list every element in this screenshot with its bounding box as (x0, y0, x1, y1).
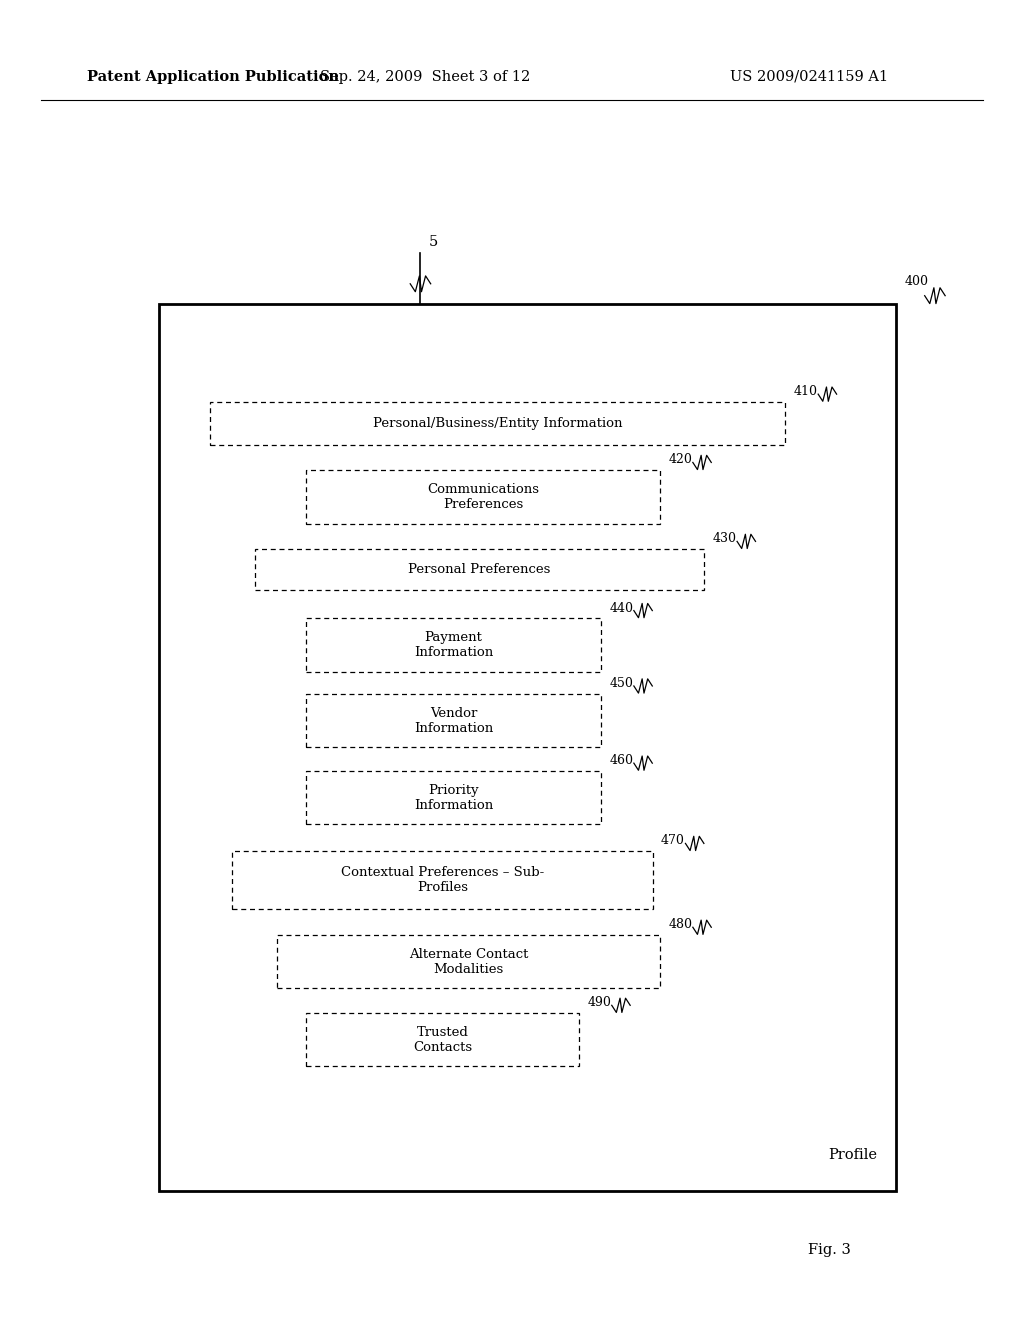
Text: 480: 480 (669, 919, 692, 931)
Bar (159, 304, 896, 1191)
Text: 5: 5 (429, 235, 438, 249)
Text: 470: 470 (660, 834, 685, 847)
Bar (276, 935, 660, 989)
Text: Fig. 3: Fig. 3 (808, 1243, 851, 1257)
Text: US 2009/0241159 A1: US 2009/0241159 A1 (730, 70, 888, 83)
Text: Patent Application Publication: Patent Application Publication (87, 70, 339, 83)
Bar (210, 403, 785, 445)
Text: 440: 440 (609, 602, 633, 615)
Bar (306, 1014, 579, 1067)
Text: Payment
Information: Payment Information (414, 631, 494, 659)
Text: 490: 490 (587, 997, 611, 1010)
Text: 450: 450 (609, 677, 633, 690)
Bar (306, 694, 601, 747)
Bar (232, 851, 652, 909)
Text: 410: 410 (794, 385, 817, 399)
Text: 400: 400 (904, 275, 928, 288)
Bar (306, 771, 601, 824)
Bar (306, 470, 660, 524)
Text: 420: 420 (669, 453, 692, 466)
Text: Personal Preferences: Personal Preferences (409, 564, 551, 577)
Text: Personal/Business/Entity Information: Personal/Business/Entity Information (373, 417, 623, 430)
Bar (306, 619, 601, 672)
Text: Alternate Contact
Modalities: Alternate Contact Modalities (409, 948, 528, 975)
Text: 460: 460 (609, 754, 633, 767)
Text: Profile: Profile (828, 1147, 878, 1162)
Text: 430: 430 (713, 532, 736, 545)
Text: Sep. 24, 2009  Sheet 3 of 12: Sep. 24, 2009 Sheet 3 of 12 (319, 70, 530, 83)
Text: Communications
Preferences: Communications Preferences (427, 483, 539, 511)
Text: Contextual Preferences – Sub-
Profiles: Contextual Preferences – Sub- Profiles (341, 866, 544, 894)
Text: Priority
Information: Priority Information (414, 784, 494, 812)
Text: Trusted
Contacts: Trusted Contacts (413, 1026, 472, 1053)
Bar (255, 549, 705, 590)
Text: Vendor
Information: Vendor Information (414, 706, 494, 734)
